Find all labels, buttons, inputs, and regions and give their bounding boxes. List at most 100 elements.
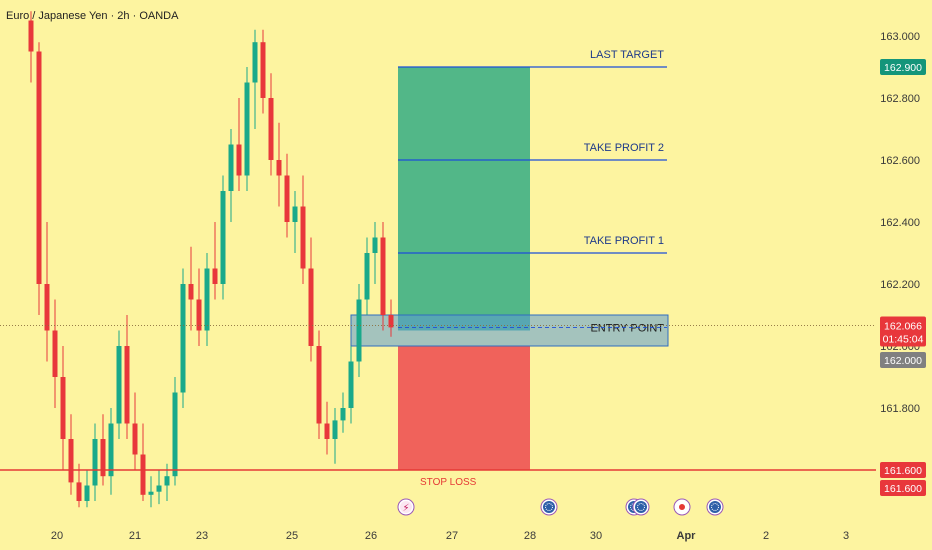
time-tick-label: 27 [446, 530, 458, 542]
candle-body [68, 439, 74, 483]
price-tick-label: 162.600 [880, 155, 920, 167]
candle-body [116, 346, 122, 424]
entry-point-label: ENTRY POINT [590, 322, 664, 334]
candle [356, 284, 362, 377]
stop-loss-badge-text: 161.600 [884, 465, 922, 477]
time-tick-label: 3 [843, 530, 849, 542]
take-profit-1-label: TAKE PROFIT 1 [584, 235, 664, 247]
candle-body [308, 268, 314, 346]
eu-news-icon[interactable] [632, 498, 650, 516]
candle-body [316, 346, 322, 424]
candle [188, 246, 194, 331]
loss-zone [398, 346, 530, 470]
candle [372, 222, 378, 284]
candle-body [188, 284, 194, 300]
candle [364, 237, 370, 315]
candle [84, 470, 90, 508]
candle [228, 129, 234, 222]
price-tick-label: 163.000 [880, 31, 920, 43]
candle [300, 175, 306, 284]
price-tick-label: 162.800 [880, 93, 920, 105]
event-markers[interactable]: ⚡ [397, 498, 724, 516]
symbol-title: Euro / Japanese Yen · 2h · OANDA [6, 10, 179, 22]
time-axis[interactable]: 20 21 23 25 26 27 28 30 Apr 2 3 [51, 530, 849, 542]
candle-body [100, 439, 106, 477]
dividend-event-icon[interactable]: ⚡ [397, 498, 415, 516]
last-target-label: LAST TARGET [590, 49, 664, 61]
candle [52, 299, 58, 408]
entry-zone[interactable] [350, 314, 669, 347]
candle-body [204, 268, 210, 331]
candle [236, 98, 242, 191]
candle-body [28, 20, 34, 52]
candle [204, 253, 210, 346]
candle-body [92, 439, 98, 486]
candle-body [356, 299, 362, 362]
time-tick-label: 25 [286, 530, 298, 542]
stop-loss-badge: 161.600 [880, 462, 926, 478]
candle [348, 346, 354, 424]
candle-body [372, 237, 378, 253]
candle-body [276, 160, 282, 176]
candle [276, 122, 282, 207]
price-tick-label: 161.800 [880, 403, 920, 415]
candle [252, 29, 258, 129]
candle [140, 423, 146, 501]
time-tick-label: 20 [51, 530, 63, 542]
candle-body [140, 454, 146, 495]
price-axis[interactable]: 163.000 162.800 162.600 162.400 162.200 162.0… [876, 0, 932, 550]
candle [60, 346, 66, 470]
candle-body [260, 42, 266, 98]
candle [268, 73, 274, 176]
time-tick-label: 2 [763, 530, 769, 542]
candle-body [52, 330, 58, 377]
last-target-badge: 162.900 [880, 59, 926, 75]
eu-news-icon[interactable] [540, 498, 558, 516]
candle-body [252, 42, 258, 83]
candle-series [28, 11, 394, 508]
time-tick-label: Apr [677, 530, 697, 542]
candle-body [236, 144, 242, 176]
candle [44, 222, 50, 362]
candle-body [180, 284, 186, 393]
candle [100, 414, 106, 486]
candle-body [156, 485, 162, 492]
candle-body [84, 485, 90, 501]
candle [196, 268, 202, 346]
candle [308, 237, 314, 362]
candle [340, 392, 346, 433]
candle-body [292, 206, 298, 222]
time-tick-label: 26 [365, 530, 377, 542]
jp-news-icon[interactable] [673, 498, 691, 516]
level-badge-text: 162.000 [884, 355, 922, 367]
candle-body [172, 392, 178, 477]
candle-body [268, 98, 274, 160]
candle [156, 470, 162, 505]
svg-text:⚡: ⚡ [402, 503, 409, 514]
candle [76, 463, 82, 508]
candle-body [364, 253, 370, 300]
candle [220, 175, 226, 300]
candle [124, 315, 130, 439]
candle-body [212, 268, 218, 284]
candle [292, 191, 298, 253]
time-tick-label: 21 [129, 530, 141, 542]
candle [244, 67, 250, 191]
candle [180, 268, 186, 408]
candle [92, 423, 98, 501]
candle-body [124, 346, 130, 424]
candle [116, 330, 122, 439]
candle-body [388, 315, 394, 328]
eu-news-icon[interactable] [706, 498, 724, 516]
candle [36, 42, 42, 315]
candle [132, 392, 138, 470]
candle [388, 299, 394, 337]
candle-body [196, 299, 202, 331]
time-tick-label: 23 [196, 530, 208, 542]
price-tick-label: 162.400 [880, 217, 920, 229]
candle-body [148, 491, 154, 495]
time-tick-label: 30 [590, 530, 602, 542]
candle-body [340, 408, 346, 421]
